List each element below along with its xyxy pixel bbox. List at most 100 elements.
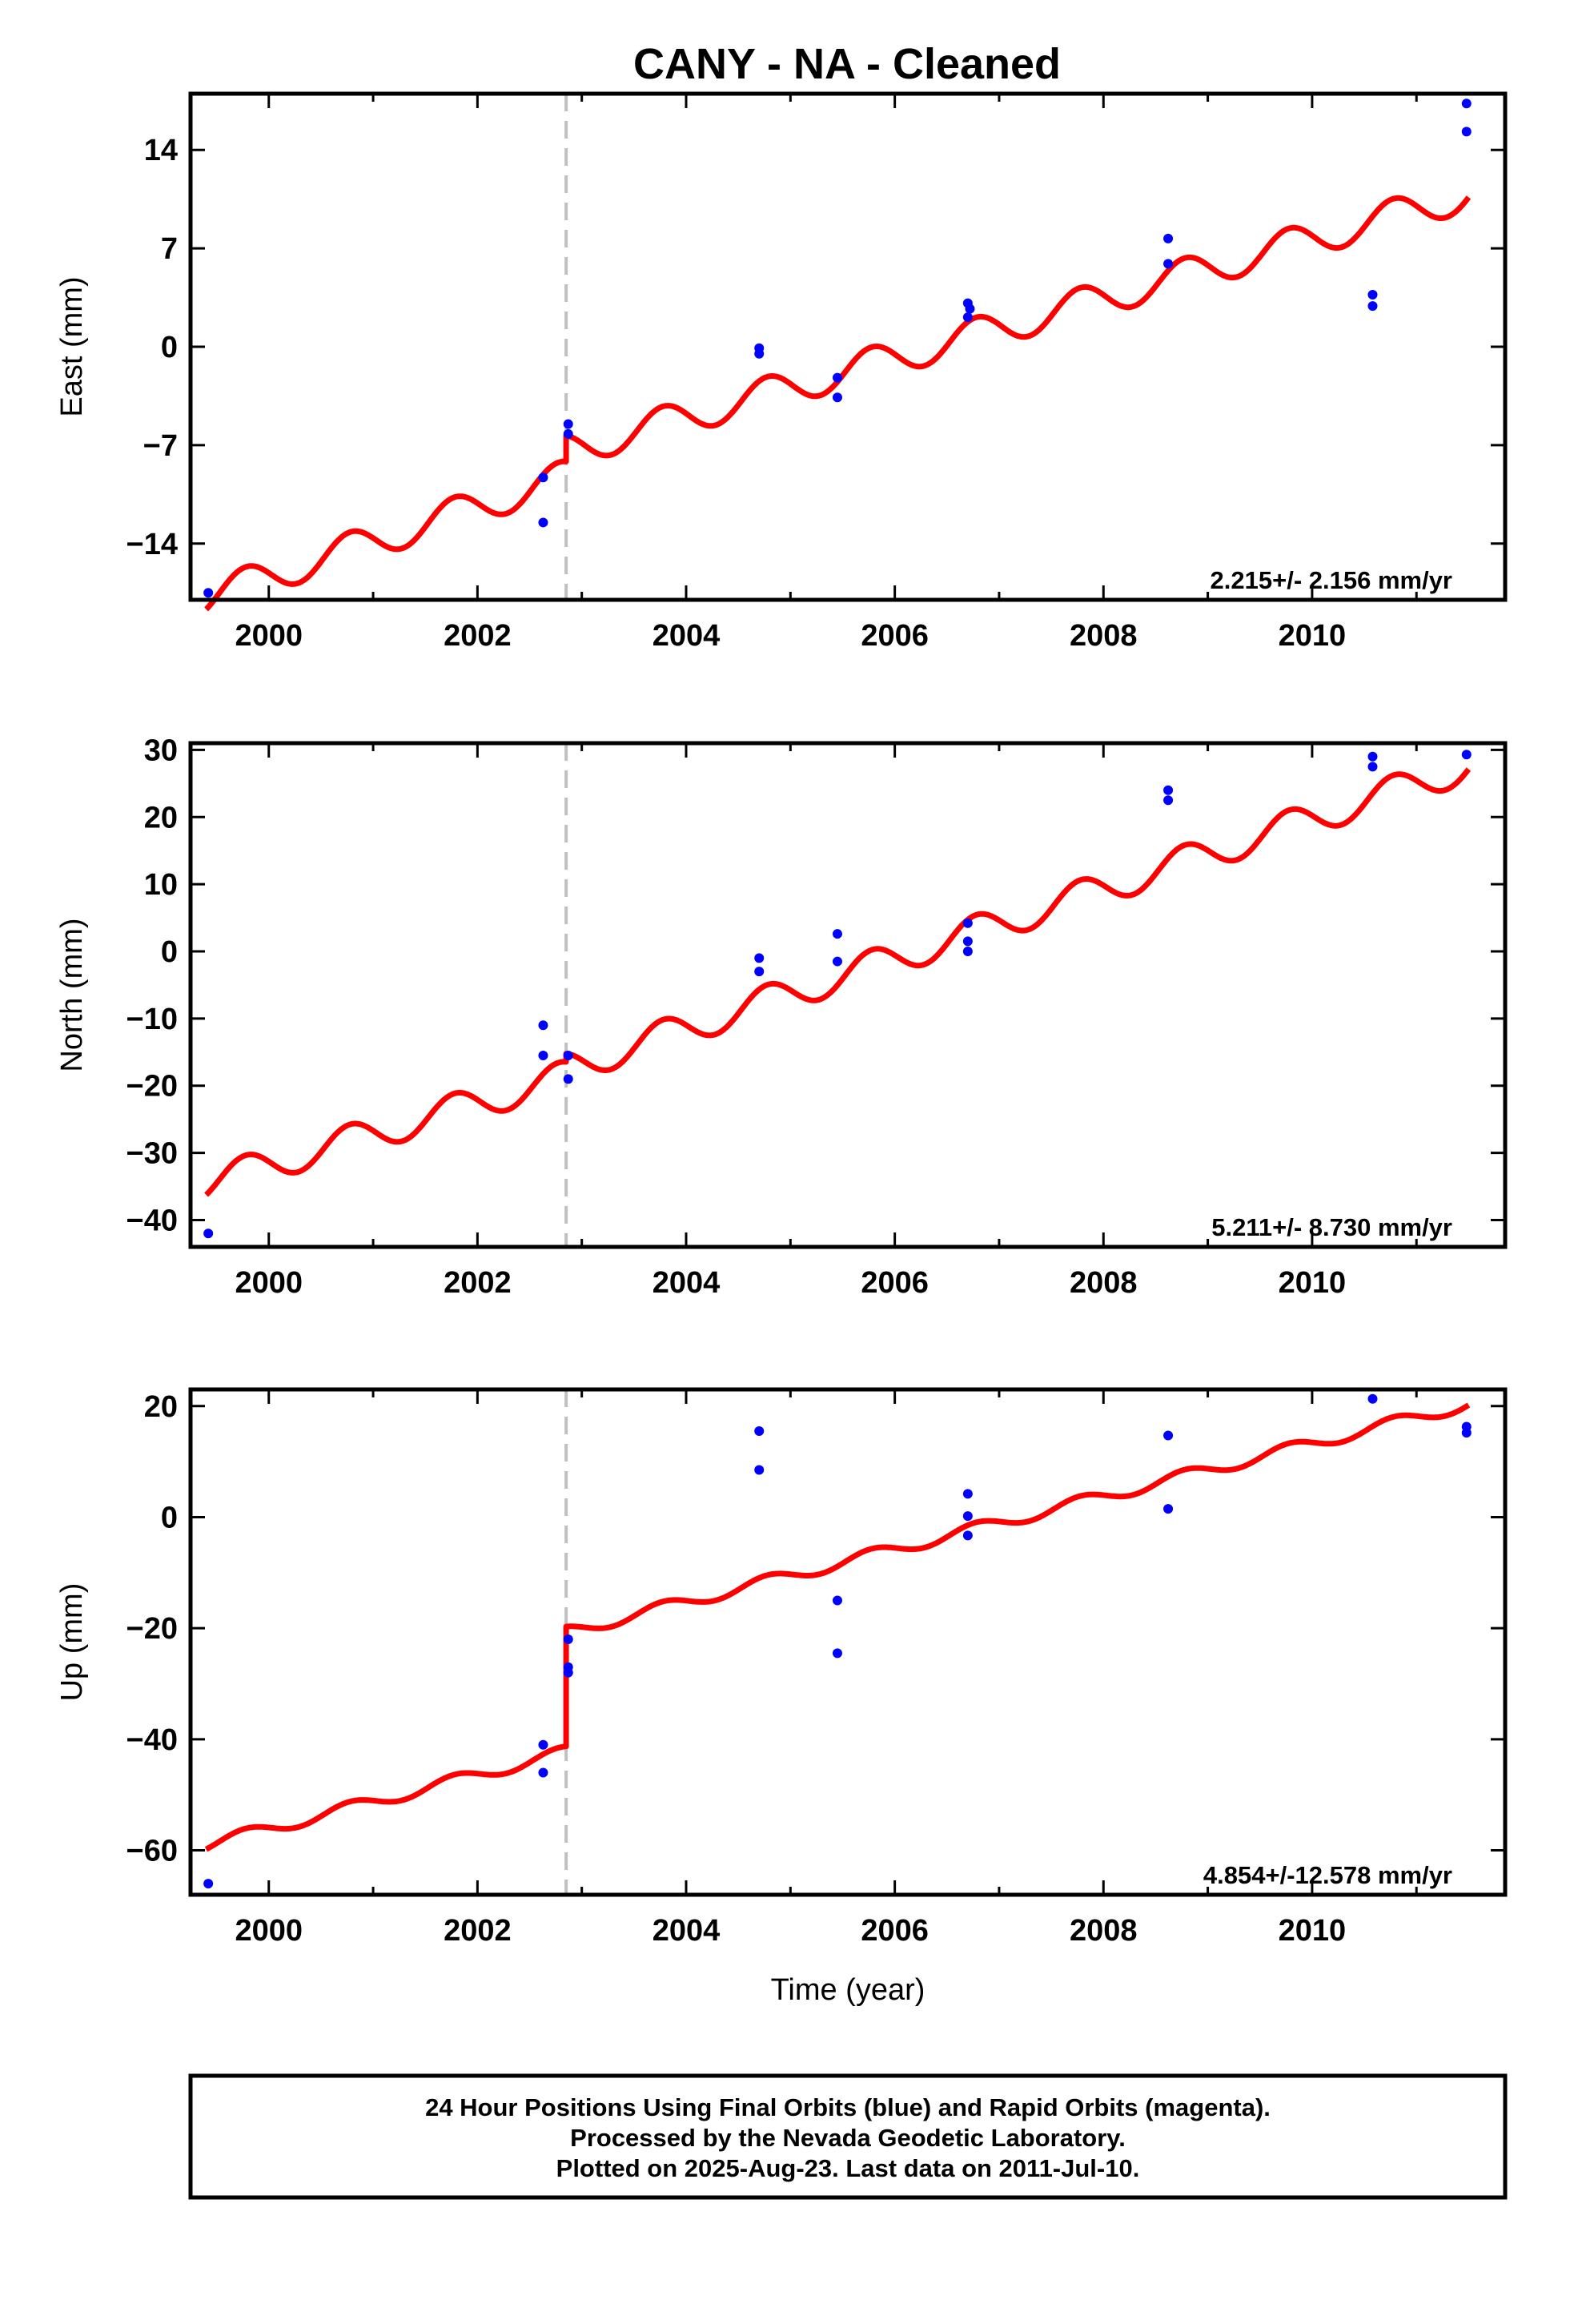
y-tick-label: 14 bbox=[144, 134, 178, 167]
data-point bbox=[563, 419, 573, 429]
footer-box: 24 Hour Positions Using Final Orbits (bl… bbox=[188, 2073, 1508, 2200]
data-point bbox=[962, 1489, 973, 1499]
y-axis-label: East (mm) bbox=[55, 276, 89, 416]
data-point bbox=[754, 1426, 765, 1437]
x-tick-label: 2000 bbox=[235, 619, 303, 653]
x-tick-label: 2006 bbox=[861, 1266, 929, 1300]
data-point bbox=[1461, 750, 1472, 760]
model-curve bbox=[204, 767, 1472, 1197]
x-tick-label: 2002 bbox=[444, 1914, 512, 1948]
x-tick-label: 2004 bbox=[652, 619, 721, 653]
footer-line-1: 24 Hour Positions Using Final Orbits (bl… bbox=[425, 2093, 1271, 2121]
y-tick-label: −30 bbox=[126, 1137, 178, 1171]
y-tick-label: 30 bbox=[144, 734, 178, 767]
x-tick-label: 2006 bbox=[861, 1914, 929, 1948]
model-curve bbox=[204, 195, 1472, 612]
y-tick-label: 0 bbox=[161, 1501, 178, 1534]
data-point bbox=[962, 1530, 973, 1541]
data-point bbox=[832, 1595, 842, 1606]
x-tick-label: 2008 bbox=[1070, 1914, 1138, 1948]
y-tick-label: −20 bbox=[126, 1070, 178, 1104]
velocity-rate-label: 2.215+/- 2.156 mm/yr bbox=[1211, 566, 1452, 594]
data-point bbox=[1163, 1430, 1174, 1441]
data-point bbox=[1367, 762, 1378, 772]
panel-east: 2000 2002 2004 2006 2008 2010 14 7 0 −7 −14 East (m… bbox=[55, 91, 1508, 653]
data-point bbox=[1163, 795, 1174, 806]
data-point bbox=[962, 1511, 973, 1522]
data-point bbox=[965, 304, 975, 314]
data-point bbox=[1367, 1393, 1378, 1404]
data-point bbox=[1461, 99, 1472, 109]
y-tick-label: −60 bbox=[126, 1835, 178, 1868]
data-point bbox=[563, 1074, 573, 1084]
data-point bbox=[962, 312, 973, 323]
x-tick-label: 2010 bbox=[1279, 1266, 1347, 1300]
data-point bbox=[1367, 751, 1378, 762]
y-tick-label: −7 bbox=[143, 429, 178, 463]
data-point bbox=[563, 428, 573, 439]
data-point bbox=[563, 1634, 573, 1645]
data-point bbox=[203, 588, 214, 598]
y-axis-label: Up (mm) bbox=[55, 1583, 89, 1702]
data-point bbox=[203, 1228, 214, 1239]
data-point bbox=[538, 472, 548, 483]
data-point bbox=[962, 936, 973, 947]
footer-frame bbox=[188, 2073, 1508, 2200]
data-point bbox=[1163, 233, 1174, 243]
x-tick-label: 2000 bbox=[235, 1914, 303, 1948]
y-tick-label: −40 bbox=[126, 1204, 178, 1237]
y-tick-label: −14 bbox=[126, 528, 178, 561]
plot-frame bbox=[188, 91, 1508, 602]
data-point bbox=[538, 1020, 548, 1031]
x-tick-label: 2006 bbox=[861, 619, 929, 653]
plot-frame bbox=[188, 1387, 1508, 1897]
data-point bbox=[832, 956, 842, 967]
data-point bbox=[754, 967, 765, 977]
velocity-rate-label: 5.211+/- 8.730 mm/yr bbox=[1211, 1213, 1452, 1241]
velocity-rate-label: 4.854+/-12.578 mm/yr bbox=[1203, 1861, 1452, 1889]
y-tick-label: 0 bbox=[161, 935, 178, 969]
data-point bbox=[563, 1667, 573, 1678]
data-point bbox=[832, 1648, 842, 1659]
x-axis-label: Time (year) bbox=[771, 1973, 926, 2007]
data-point bbox=[962, 946, 973, 956]
x-tick-label: 2002 bbox=[444, 1266, 512, 1300]
footer-line-3: Plotted on 2025-Aug-23. Last data on 201… bbox=[556, 2154, 1140, 2182]
panel-north: 2000 2002 2004 2006 2008 20103020100−10−20−30… bbox=[55, 734, 1508, 1300]
y-tick-label: −40 bbox=[126, 1723, 178, 1757]
data-point bbox=[538, 1739, 548, 1750]
y-axis-label: North (mm) bbox=[55, 918, 89, 1072]
y-tick-label: 20 bbox=[144, 801, 178, 834]
page-title: CANY - NA - Cleaned bbox=[633, 40, 1061, 88]
y-tick-label: 0 bbox=[161, 331, 178, 364]
y-tick-label: −20 bbox=[126, 1612, 178, 1646]
x-tick-label: 2000 bbox=[235, 1266, 303, 1300]
x-tick-label: 2004 bbox=[652, 1266, 721, 1300]
x-tick-label: 2004 bbox=[652, 1914, 721, 1948]
data-point bbox=[754, 1465, 765, 1475]
y-tick-label: 7 bbox=[161, 232, 178, 266]
data-point bbox=[563, 1050, 573, 1060]
y-tick-label: 20 bbox=[144, 1390, 178, 1424]
data-point bbox=[1163, 1504, 1174, 1514]
data-point bbox=[832, 392, 842, 403]
data-point bbox=[1163, 259, 1174, 269]
data-point bbox=[538, 1767, 548, 1778]
data-point bbox=[754, 348, 765, 359]
data-point bbox=[832, 929, 842, 939]
data-point bbox=[962, 918, 973, 928]
x-tick-label: 2002 bbox=[444, 619, 512, 653]
data-point bbox=[1461, 1428, 1472, 1438]
data-point bbox=[203, 1879, 214, 1889]
data-point bbox=[538, 1050, 548, 1060]
x-tick-label: 2008 bbox=[1070, 1266, 1138, 1300]
x-tick-label: 2010 bbox=[1279, 619, 1347, 653]
data-point bbox=[832, 372, 842, 383]
data-point bbox=[754, 953, 765, 963]
data-point bbox=[1461, 127, 1472, 137]
y-tick-label: 10 bbox=[144, 868, 178, 902]
data-point bbox=[1367, 301, 1378, 312]
data-point bbox=[538, 517, 548, 528]
